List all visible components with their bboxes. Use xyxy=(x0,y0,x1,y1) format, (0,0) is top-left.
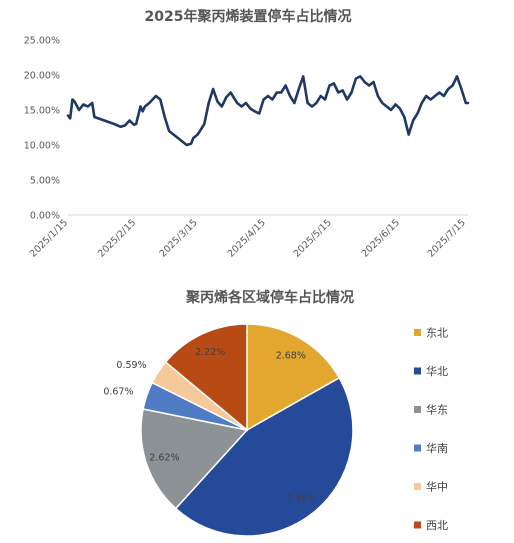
line-series xyxy=(66,75,470,147)
pie-legend-label: 华北 xyxy=(426,364,448,378)
pie-legend-swatch xyxy=(414,406,421,413)
line-chart: 2025年聚丙烯装置停车占比情况 0.00% 5.00% 10.00% 15.00% 2… xyxy=(24,8,470,260)
pie-legend-swatch xyxy=(414,483,421,490)
line-x-tick-label: 2025/1/15 xyxy=(28,217,70,259)
line-x-tick-label: 2025/5/15 xyxy=(292,217,334,259)
pie-data-labels: 2.68% 7.16% 2.62% 0.67% 0.59% 2.22% xyxy=(103,347,316,505)
pie-slice-5 xyxy=(164,323,248,432)
line-y-tick-label: 5.00% xyxy=(30,176,60,187)
line-x-tick-label: 2025/7/15 xyxy=(426,217,468,259)
pie-data-label: 2.22% xyxy=(195,347,225,358)
pie-data-label: 2.68% xyxy=(276,350,306,361)
pie-legend-label: 东北 xyxy=(426,327,448,340)
line-y-tick-label: 25.00% xyxy=(24,36,60,47)
pie-chart: 聚丙烯各区域停车占比情况 2.68%7.16%2.62%0.67%0.59%2.… xyxy=(103,289,448,537)
line-x-tick-label: 2025/4/15 xyxy=(226,217,268,259)
pie-legend-swatch xyxy=(414,329,421,336)
pie-data-label: 2.62% xyxy=(149,453,179,464)
pie-legend-label: 华东 xyxy=(426,403,448,417)
pie-legend-label: 华南 xyxy=(426,441,448,455)
pie-legend-label: 西北 xyxy=(426,519,448,532)
line-y-tick-label: 15.00% xyxy=(24,106,60,117)
pie-legend-swatch xyxy=(414,444,421,452)
pie-slice-0 xyxy=(246,323,341,432)
line-x-tick-label: 2025/2/15 xyxy=(96,217,138,259)
pie-data-label: 0.59% xyxy=(116,360,146,371)
pie-slice-1 xyxy=(174,376,354,537)
line-series-path xyxy=(66,75,470,147)
line-x-tick-label: 2025/6/15 xyxy=(360,217,402,259)
pie-data-label: 0.67% xyxy=(103,387,133,398)
line-y-tick-label: 0.00% xyxy=(30,211,60,222)
line-x-tick-label: 2025/3/15 xyxy=(158,217,200,259)
pie-legend-swatch xyxy=(414,367,421,375)
line-chart-title: 2025年聚丙烯装置停车占比情况 xyxy=(145,8,352,25)
line-y-tick-label: 10.00% xyxy=(24,141,60,152)
pie-slices xyxy=(140,323,354,537)
line-y-axis: 0.00% 5.00% 10.00% 15.00% 20.00% 25.00% xyxy=(24,36,60,222)
pie-chart-title: 聚丙烯各区域停车占比情况 xyxy=(185,289,354,306)
pie-slice-2 xyxy=(140,408,249,510)
pie-legend-swatch xyxy=(414,521,421,529)
line-y-tick-label: 20.00% xyxy=(24,71,60,82)
line-x-axis-ticks: 2025/1/15 2025/2/15 2025/3/15 2025/4/15 2025… xyxy=(28,217,468,259)
pie-legend-label: 华中 xyxy=(426,480,448,494)
pie-data-label: 7.16% xyxy=(286,493,316,504)
